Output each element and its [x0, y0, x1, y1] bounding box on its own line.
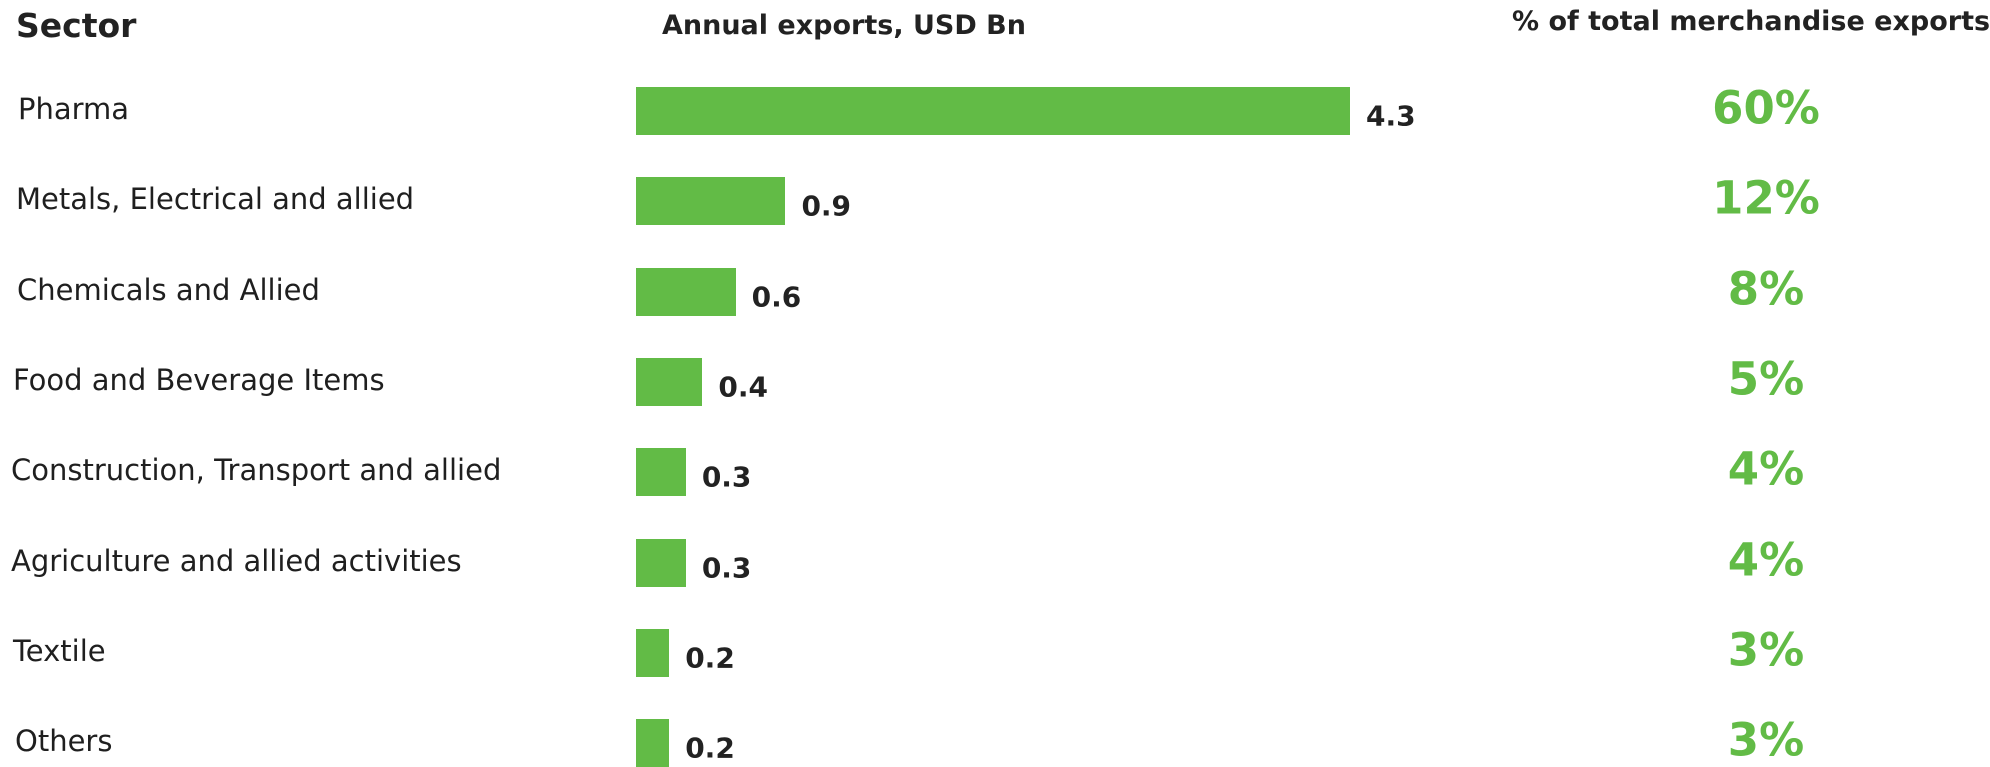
- export-bar: [636, 357, 703, 406]
- annual-exports-column-header: Annual exports, USD Bn: [662, 10, 1026, 41]
- export-bar: [636, 628, 670, 677]
- export-bar: [636, 719, 670, 767]
- sector-label: Agriculture and allied activities: [11, 543, 462, 578]
- export-value-label: 0.3: [701, 551, 752, 584]
- sector-label: Metals, Electrical and allied: [16, 182, 415, 217]
- sector-column-header: Sector: [16, 6, 137, 45]
- export-value-label: 0.6: [751, 280, 802, 314]
- export-share-value: 5%: [1727, 352, 1805, 406]
- sector-label: Textile: [13, 633, 106, 668]
- export-share-value: 4%: [1727, 442, 1805, 496]
- export-value-label: 0.2: [685, 641, 735, 675]
- sector-label: Food and Beverage Items: [13, 362, 385, 397]
- export-bar: [636, 267, 736, 316]
- export-share-value: 3%: [1727, 623, 1805, 677]
- share-of-exports-column-header: % of total merchandise exports: [1512, 6, 1990, 37]
- export-share-value: 4%: [1727, 533, 1805, 586]
- sector-label: Pharma: [18, 92, 130, 126]
- export-value-label: 0.4: [718, 370, 769, 404]
- sector-label: Chemicals and Allied: [17, 272, 320, 307]
- export-value-label: 0.2: [685, 731, 735, 765]
- export-share-value: 8%: [1727, 262, 1805, 316]
- sector-label: Construction, Transport and allied: [11, 453, 502, 488]
- export-value-label: 0.9: [801, 189, 852, 223]
- export-value-label: 4.3: [1366, 99, 1416, 133]
- export-share-value: 3%: [1727, 713, 1805, 767]
- export-share-value: 12%: [1712, 171, 1820, 225]
- export-bar: [636, 87, 1350, 135]
- sector-label: Others: [15, 724, 113, 759]
- export-bar: [636, 177, 786, 226]
- export-value-label: 0.3: [701, 460, 752, 494]
- export-bar: [636, 448, 686, 497]
- export-bar: [636, 538, 686, 587]
- export-share-value: 60%: [1712, 81, 1820, 135]
